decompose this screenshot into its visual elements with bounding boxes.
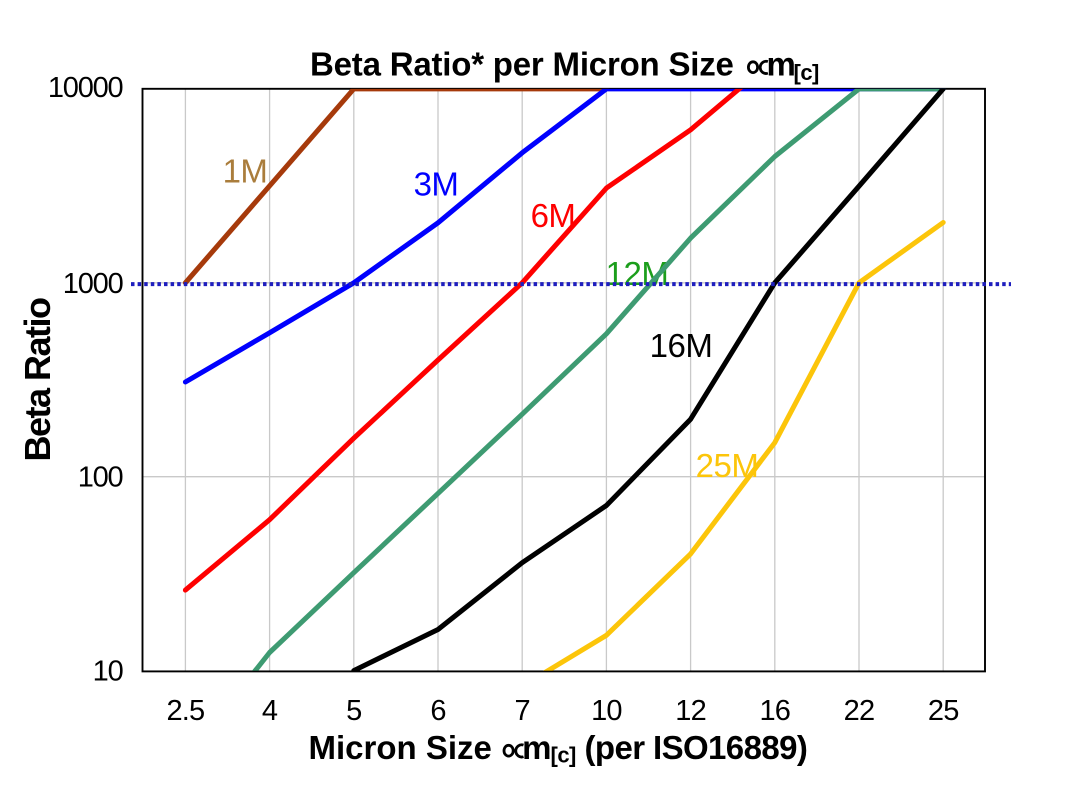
- svg-text:1M: 1M: [223, 153, 268, 190]
- svg-text:2.5: 2.5: [166, 695, 204, 727]
- svg-text:6: 6: [430, 695, 445, 727]
- svg-text:3M: 3M: [414, 166, 459, 203]
- svg-text:100: 100: [78, 462, 123, 494]
- svg-text:12: 12: [675, 695, 706, 727]
- svg-text:m: m: [522, 729, 551, 766]
- svg-text:10: 10: [591, 695, 622, 727]
- svg-text:5: 5: [346, 695, 361, 727]
- svg-text:10: 10: [93, 656, 123, 688]
- svg-text:4: 4: [262, 695, 278, 727]
- svg-text:Micron Size: Micron Size: [309, 729, 492, 766]
- svg-text:22: 22: [844, 695, 875, 727]
- svg-text:7: 7: [515, 695, 530, 727]
- svg-text:25: 25: [928, 695, 959, 727]
- svg-text:(per ISO16889): (per ISO16889): [585, 729, 808, 766]
- svg-text:[c]: [c]: [551, 743, 577, 768]
- svg-text:m: m: [767, 45, 796, 82]
- svg-text:[c]: [c]: [794, 60, 820, 85]
- svg-text:Beta Ratio* per Micron Size: Beta Ratio* per Micron Size: [310, 45, 734, 82]
- svg-text:16: 16: [759, 695, 790, 727]
- svg-text:10000: 10000: [48, 72, 123, 104]
- svg-text:1000: 1000: [63, 268, 123, 300]
- svg-text:Beta Ratio: Beta Ratio: [17, 298, 58, 462]
- svg-text:16M: 16M: [650, 327, 713, 364]
